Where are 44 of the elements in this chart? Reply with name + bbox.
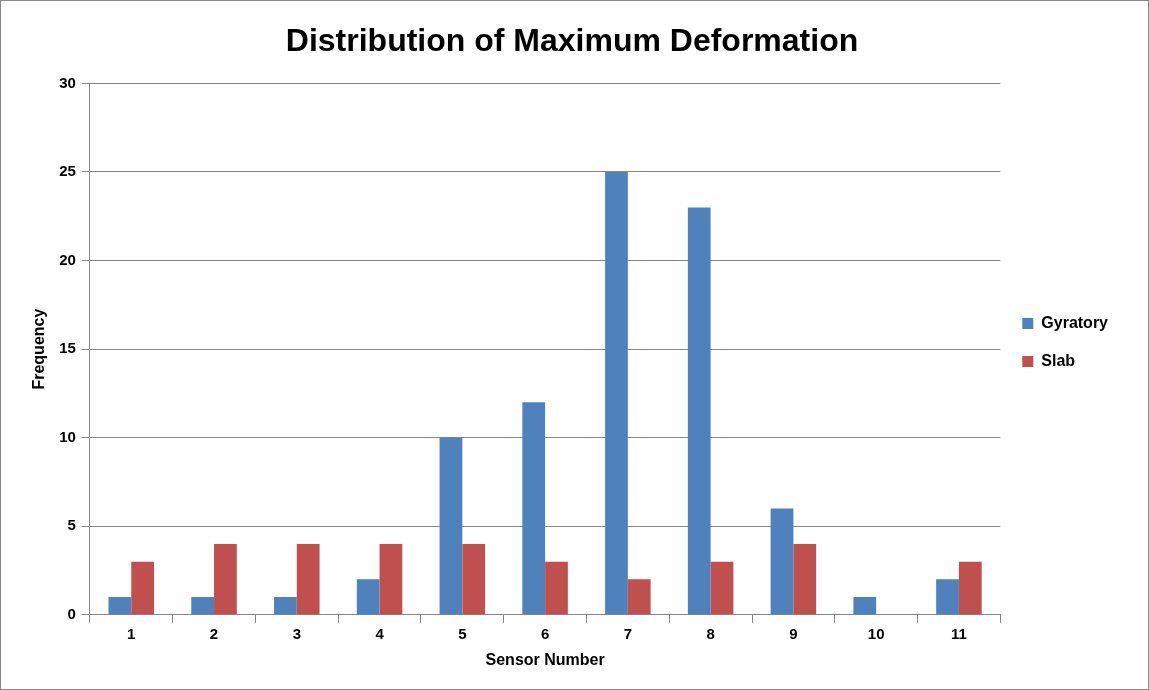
x-tick-label: 4 (375, 624, 385, 642)
bar (522, 402, 546, 615)
bar (627, 579, 651, 615)
legend-label: Slab (1041, 351, 1076, 369)
x-tick-label: 11 (950, 624, 967, 642)
bar (214, 543, 237, 615)
bar (296, 543, 320, 615)
y-tick-label: 25 (59, 162, 76, 180)
bar (545, 561, 568, 615)
x-tick-label: 8 (706, 624, 715, 642)
bar (356, 579, 380, 615)
x-tick-label: 2 (209, 624, 219, 642)
y-tick-label: 20 (59, 250, 76, 268)
bar (131, 561, 155, 615)
y-tick-label: 15 (59, 339, 76, 357)
bar (108, 597, 132, 615)
y-axis-title: Frequency (30, 308, 48, 390)
bar (379, 543, 403, 615)
bar (853, 597, 877, 615)
chart-title: Distribution of Maximum Deformation (285, 22, 859, 59)
x-tick-label: 6 (540, 624, 550, 642)
bar (687, 207, 711, 615)
legend-label: Gyratory (1041, 313, 1109, 331)
bar (605, 171, 628, 615)
bar (936, 579, 959, 615)
x-tick-label: 1 (127, 624, 136, 642)
y-tick-label: 0 (67, 604, 76, 622)
bar (770, 508, 794, 615)
x-axis-title: Sensor Number (485, 650, 605, 668)
x-tick-label: 3 (292, 624, 301, 642)
x-tick-label: 5 (458, 624, 467, 642)
y-tick-label: 10 (59, 427, 76, 445)
bar (710, 561, 734, 615)
bar (793, 543, 817, 615)
bar (958, 561, 982, 615)
y-tick-label: 30 (59, 73, 76, 91)
bar (462, 543, 486, 615)
bar (274, 597, 297, 615)
x-tick-label: 9 (789, 624, 798, 642)
y-tick-label: 5 (67, 516, 76, 534)
bar (191, 597, 215, 615)
bar (439, 437, 463, 615)
x-tick-label: 10 (867, 624, 885, 642)
x-tick-label: 7 (623, 624, 633, 642)
